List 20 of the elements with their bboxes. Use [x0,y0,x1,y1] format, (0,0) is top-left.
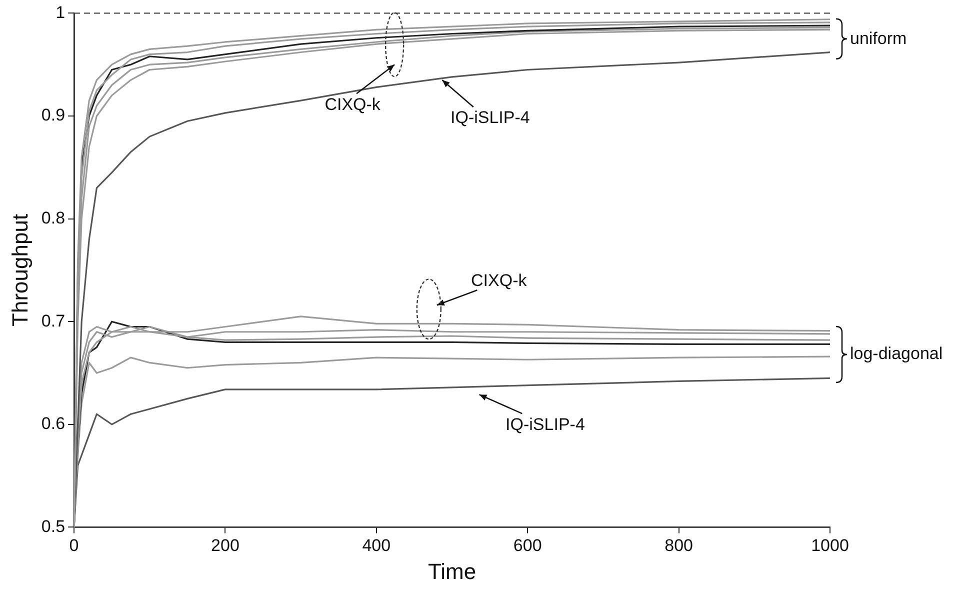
x-tick-label: 600 [513,536,542,556]
x-tick-label: 1000 [811,536,849,556]
x-tick-label: 0 [69,536,79,556]
text: uniform [850,28,907,49]
x-tick-label: 800 [664,536,693,556]
y-tick-label: 0.7 [41,311,66,330]
annotation: CIXQ-k [471,271,527,292]
y-tick-label: 0.6 [41,414,66,434]
x-tick-label: 400 [362,536,391,556]
y-tick-label: 0.8 [41,208,66,228]
x-axis-title: Time [428,558,476,584]
annotation: IQ-iSLIP-4 [506,414,585,435]
text: log-diagonal [850,344,943,364]
annotation: IQ-iSLIP-4 [450,108,530,128]
y-tick-label: 1 [56,2,66,22]
y-tick-label: 0.9 [41,106,66,125]
y-axis-title: Throughput [7,214,32,326]
y-tick-label: 0.5 [41,516,66,536]
annotation: CIXQ-k [324,94,380,115]
x-tick-label: 200 [211,536,240,556]
